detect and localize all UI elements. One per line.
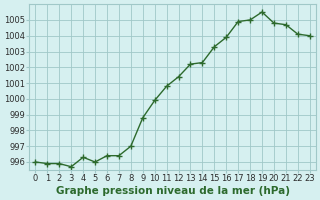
X-axis label: Graphe pression niveau de la mer (hPa): Graphe pression niveau de la mer (hPa)	[56, 186, 290, 196]
